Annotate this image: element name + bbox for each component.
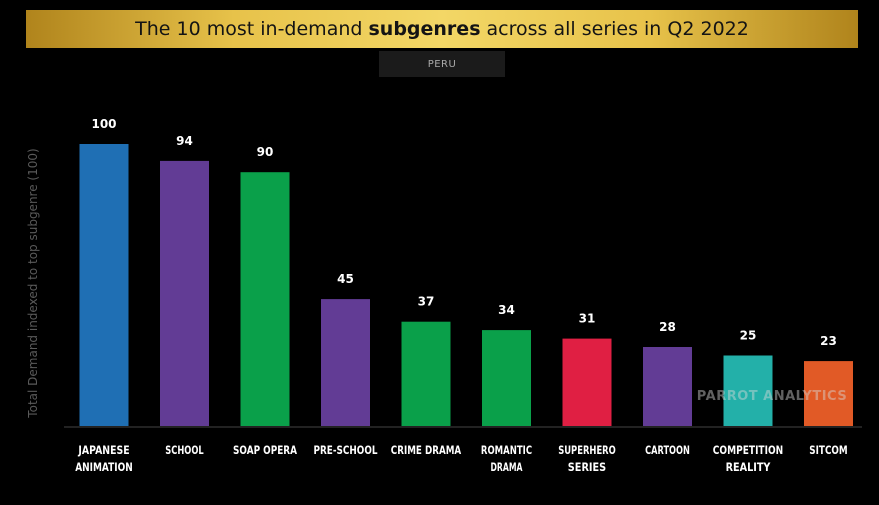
- x-tick-label-0-line-0: JAPANESE: [78, 443, 130, 457]
- x-tick-label-5-line-0: ROMANTIC: [481, 443, 532, 457]
- bar-7[interactable]: [643, 347, 692, 426]
- x-tick-label-6-line-1: SERIES: [568, 460, 606, 474]
- watermark-text: PARROT ANALYTICS: [697, 389, 847, 404]
- x-tick-label-8-line-1: REALITY: [726, 460, 771, 474]
- bar-8[interactable]: [723, 355, 773, 427]
- bar-value-label-4: 37: [418, 295, 435, 309]
- x-tick-label-2-line-0: SOAP OPERA: [233, 443, 297, 457]
- x-tick-label-6-line-0: SUPERHERO: [558, 443, 616, 457]
- x-tick-label-9-line-0: SITCOM: [809, 443, 847, 457]
- bar-5[interactable]: [482, 330, 531, 426]
- chart-title-part-1: The 10 most in-demand: [135, 18, 369, 40]
- x-tick-label-3-line-0: PRE-SCHOOL: [314, 443, 379, 457]
- region-tab[interactable]: PERU: [379, 51, 505, 77]
- region-label: PERU: [427, 58, 457, 70]
- bar-value-label-0: 100: [91, 117, 116, 131]
- bar-value-label-3: 45: [337, 272, 354, 286]
- bar-value-label-9: 23: [820, 334, 837, 348]
- bar-value-label-7: 28: [659, 320, 676, 334]
- x-tick-label-0-line-1: ANIMATION: [75, 460, 133, 474]
- watermark: PARROT ANALYTICS: [697, 389, 847, 404]
- bar-6[interactable]: [562, 338, 612, 426]
- chart-title: The 10 most in-demand subgenres across a…: [135, 18, 749, 40]
- chart-title-emphasis: subgenres: [368, 18, 481, 40]
- bar-value-label-6: 31: [579, 312, 596, 326]
- x-tick-label-8-line-0: COMPETITION: [713, 443, 783, 457]
- bar-9[interactable]: [804, 361, 853, 426]
- y-axis-label: Total Demand indexed to top subgenre (10…: [26, 148, 40, 418]
- x-tick-label-5-line-1: DRAMA: [491, 460, 523, 474]
- bar-3[interactable]: [321, 299, 370, 426]
- x-tick-label-7-line-0: CARTOON: [645, 443, 690, 457]
- bar-1[interactable]: [160, 160, 209, 426]
- bar-value-label-8: 25: [740, 329, 757, 343]
- bar-0[interactable]: [79, 144, 129, 426]
- bar-value-label-1: 94: [176, 134, 193, 148]
- bar-4[interactable]: [401, 321, 451, 426]
- x-tick-label-4-line-0: CRIME DRAMA: [391, 443, 461, 457]
- x-tick-label-1-line-0: SCHOOL: [165, 443, 204, 457]
- chart-title-part-2: across all series in Q2 2022: [480, 18, 749, 40]
- chart-title-banner: The 10 most in-demand subgenres across a…: [26, 10, 858, 48]
- bar-value-label-5: 34: [498, 303, 515, 317]
- bar-2[interactable]: [240, 172, 290, 426]
- bar-value-label-2: 90: [257, 145, 274, 159]
